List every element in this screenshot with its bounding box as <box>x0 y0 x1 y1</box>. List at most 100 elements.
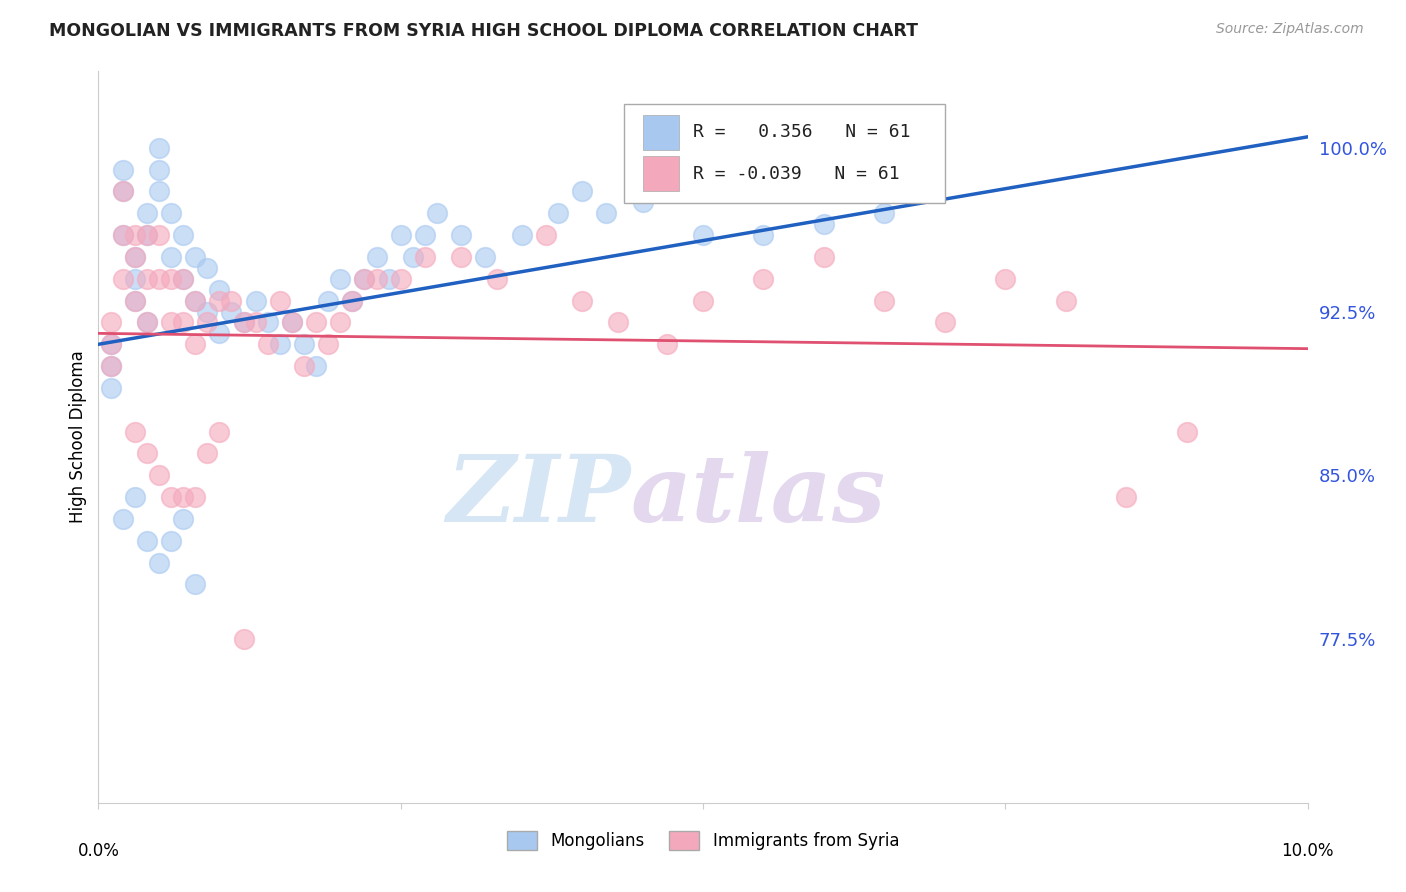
Point <box>316 337 339 351</box>
Point <box>124 250 146 264</box>
Point <box>184 577 207 591</box>
Point <box>100 337 122 351</box>
Point <box>135 272 157 286</box>
Point <box>342 293 364 308</box>
Point <box>329 272 352 286</box>
Point <box>184 337 207 351</box>
Point <box>184 250 207 264</box>
Point <box>994 272 1017 286</box>
Point <box>353 272 375 286</box>
Point <box>160 272 183 286</box>
FancyBboxPatch shape <box>624 104 945 203</box>
Point <box>172 272 194 286</box>
Point <box>111 162 134 177</box>
Point <box>124 293 146 308</box>
Point <box>692 228 714 243</box>
Point <box>256 337 278 351</box>
Point <box>486 272 509 286</box>
Point <box>245 315 267 329</box>
Point <box>413 250 436 264</box>
Point <box>692 293 714 308</box>
Point <box>135 315 157 329</box>
Point <box>413 228 436 243</box>
Point <box>172 512 194 526</box>
Point <box>221 304 243 318</box>
Point <box>269 337 291 351</box>
Point <box>873 206 896 220</box>
Point <box>316 293 339 308</box>
Point <box>148 556 170 570</box>
Text: ZIP: ZIP <box>446 450 630 541</box>
Point <box>534 228 557 243</box>
Point <box>124 272 146 286</box>
Point <box>208 293 231 308</box>
Point <box>208 326 231 341</box>
Point <box>195 304 218 318</box>
Point <box>245 293 267 308</box>
Point <box>124 425 146 439</box>
Point <box>100 359 122 373</box>
Point <box>172 490 194 504</box>
Point <box>148 141 170 155</box>
Point <box>160 490 183 504</box>
Point <box>100 315 122 329</box>
Point <box>148 272 170 286</box>
Point <box>1175 425 1198 439</box>
Point <box>195 260 218 275</box>
Point <box>160 250 183 264</box>
Point <box>172 228 194 243</box>
Point <box>195 446 218 460</box>
Text: R = -0.039   N = 61: R = -0.039 N = 61 <box>693 165 900 183</box>
Point <box>184 293 207 308</box>
Point <box>232 315 254 329</box>
Point <box>342 293 364 308</box>
Point <box>208 425 231 439</box>
Point <box>208 283 231 297</box>
Bar <box>643 114 679 150</box>
Point <box>124 490 146 504</box>
Point <box>281 315 304 329</box>
Point <box>329 315 352 329</box>
Point <box>631 195 654 210</box>
Point <box>389 228 412 243</box>
Point <box>389 272 412 286</box>
Point <box>111 228 134 243</box>
Point <box>269 293 291 308</box>
Point <box>148 162 170 177</box>
Point <box>607 315 630 329</box>
Point <box>100 381 122 395</box>
Point <box>172 315 194 329</box>
Text: R =   0.356   N = 61: R = 0.356 N = 61 <box>693 123 911 141</box>
Point <box>813 217 835 231</box>
Point <box>1054 293 1077 308</box>
Point <box>135 315 157 329</box>
Point <box>655 337 678 351</box>
Point <box>752 228 775 243</box>
Point <box>474 250 496 264</box>
Point <box>135 206 157 220</box>
Point <box>135 228 157 243</box>
Point <box>450 228 472 243</box>
Point <box>256 315 278 329</box>
Point <box>160 206 183 220</box>
Point <box>111 185 134 199</box>
Point <box>366 250 388 264</box>
Point <box>752 272 775 286</box>
Point <box>135 533 157 548</box>
Text: 0.0%: 0.0% <box>77 842 120 860</box>
Point <box>184 293 207 308</box>
Point <box>135 228 157 243</box>
Point <box>353 272 375 286</box>
Point <box>571 185 593 199</box>
Point <box>366 272 388 286</box>
Point <box>402 250 425 264</box>
Point <box>813 250 835 264</box>
Point <box>160 533 183 548</box>
Point <box>292 359 315 373</box>
Point <box>111 272 134 286</box>
Text: MONGOLIAN VS IMMIGRANTS FROM SYRIA HIGH SCHOOL DIPLOMA CORRELATION CHART: MONGOLIAN VS IMMIGRANTS FROM SYRIA HIGH … <box>49 22 918 40</box>
Point <box>232 315 254 329</box>
Point <box>426 206 449 220</box>
Point <box>547 206 569 220</box>
Point <box>934 315 956 329</box>
